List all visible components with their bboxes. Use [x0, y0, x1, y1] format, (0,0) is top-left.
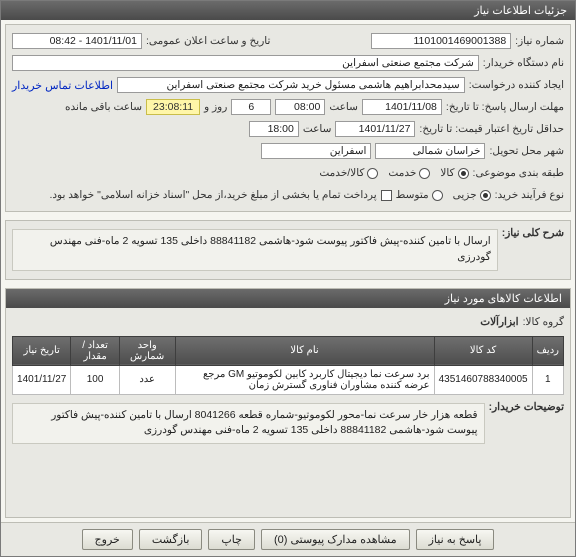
contact-link[interactable]: اطلاعات تماس خریدار	[12, 79, 113, 92]
table-row[interactable]: 1 4351460788340005 برد سرعت نما دیجیتال …	[13, 365, 564, 394]
radio-medium[interactable]	[432, 190, 443, 201]
th-name: نام کالا	[175, 336, 434, 365]
validity-date: 1401/11/27	[335, 121, 415, 137]
validity-time: 18:00	[249, 121, 299, 137]
cell-qty: 100	[71, 365, 119, 394]
deadline-time: 08:00	[275, 99, 325, 115]
back-button[interactable]: بازگشت	[139, 529, 203, 550]
treasury-note: پرداخت تمام یا بخشی از مبلغ خرید،از محل …	[49, 189, 376, 201]
announce-label: تاریخ و ساعت اعلان عمومی:	[146, 35, 270, 47]
category-label: طبقه بندی موضوعی:	[473, 167, 564, 179]
buyer-value: شرکت مجتمع صنعتی اسفراین	[12, 55, 479, 71]
deadline-date: 1401/11/08	[362, 99, 442, 115]
need-number-label: شماره نیاز:	[515, 35, 564, 47]
buyer-notes-text: قطعه هزار خار سرعت نما-محور لکوموتیو-شما…	[12, 403, 485, 445]
th-code: کد کالا	[434, 336, 532, 365]
creator-value: سیدمحدابراهیم هاشمی مسئول خرید شرکت مجتم…	[117, 77, 465, 93]
treasury-checkbox[interactable]	[381, 190, 392, 201]
purchase-type-label: نوع فرآیند خرید:	[495, 189, 564, 201]
group-label: گروه کالا:	[523, 316, 564, 328]
deadline-label: مهلت ارسال پاسخ: تا تاریخ:	[446, 101, 564, 113]
radio-goods[interactable]	[458, 168, 469, 179]
need-number-value: 1101001469001388	[371, 33, 511, 49]
th-date: تاریخ نیاز	[13, 336, 71, 365]
items-header: اطلاعات کالاهای مورد نیاز	[6, 289, 570, 308]
creator-label: ایجاد کننده درخواست:	[469, 79, 564, 91]
days-value: 6	[231, 99, 271, 115]
delivery-province: خراسان شمالی	[375, 143, 485, 159]
delivery-place-label: شهر محل تحویل:	[489, 145, 564, 157]
attachments-button[interactable]: مشاهده مدارک پیوستی (0)	[261, 529, 410, 550]
window-titlebar: جزئیات اطلاعات نیاز	[1, 1, 575, 20]
remaining-label: ساعت باقی مانده	[65, 101, 142, 113]
category-radio-group: کالا خدمت کالا/خدمت	[319, 167, 468, 179]
items-table: ردیف کد کالا نام کالا واحد شمارش تعداد /…	[12, 336, 564, 395]
days-label: روز و	[204, 101, 227, 113]
buyer-label: نام دستگاه خریدار:	[483, 57, 564, 69]
cell-idx: 1	[532, 365, 563, 394]
announce-value: 1401/11/01 - 08:42	[12, 33, 142, 49]
time-label-2: ساعت	[303, 123, 332, 135]
exit-button[interactable]: خروج	[82, 529, 133, 550]
th-unit: واحد شمارش	[119, 336, 175, 365]
footer-buttons: پاسخ به نیاز مشاهده مدارک پیوستی (0) چاپ…	[1, 522, 575, 556]
validity-label: حداقل تاریخ اعتبار قیمت: تا تاریخ:	[419, 123, 564, 135]
summary-label: شرح کلی نیاز:	[502, 227, 564, 239]
radio-goods-service[interactable]	[367, 168, 378, 179]
cell-date: 1401/11/27	[13, 365, 71, 394]
purchase-type-group: جزیی متوسط	[396, 189, 491, 201]
radio-partial[interactable]	[480, 190, 491, 201]
cell-unit: عدد	[119, 365, 175, 394]
th-row: ردیف	[532, 336, 563, 365]
th-qty: تعداد / مقدار	[71, 336, 119, 365]
summary-text: ارسال با تامین کننده-پیش فاکتور پیوست شو…	[12, 229, 498, 271]
delivery-city: اسفراین	[261, 143, 371, 159]
group-value: ابزارآلات	[480, 316, 518, 328]
reply-button[interactable]: پاسخ به نیاز	[416, 529, 495, 550]
cell-code: 4351460788340005	[434, 365, 532, 394]
radio-service[interactable]	[419, 168, 430, 179]
countdown-timer: 23:08:11	[146, 99, 200, 115]
print-button[interactable]: چاپ	[208, 529, 255, 550]
window-title: جزئیات اطلاعات نیاز	[474, 4, 567, 17]
cell-name: برد سرعت نما دیجیتال کاربرد کابین لکوموت…	[175, 365, 434, 394]
buyer-notes-label: توضیحات خریدار:	[489, 401, 564, 413]
time-label-1: ساعت	[329, 101, 358, 113]
